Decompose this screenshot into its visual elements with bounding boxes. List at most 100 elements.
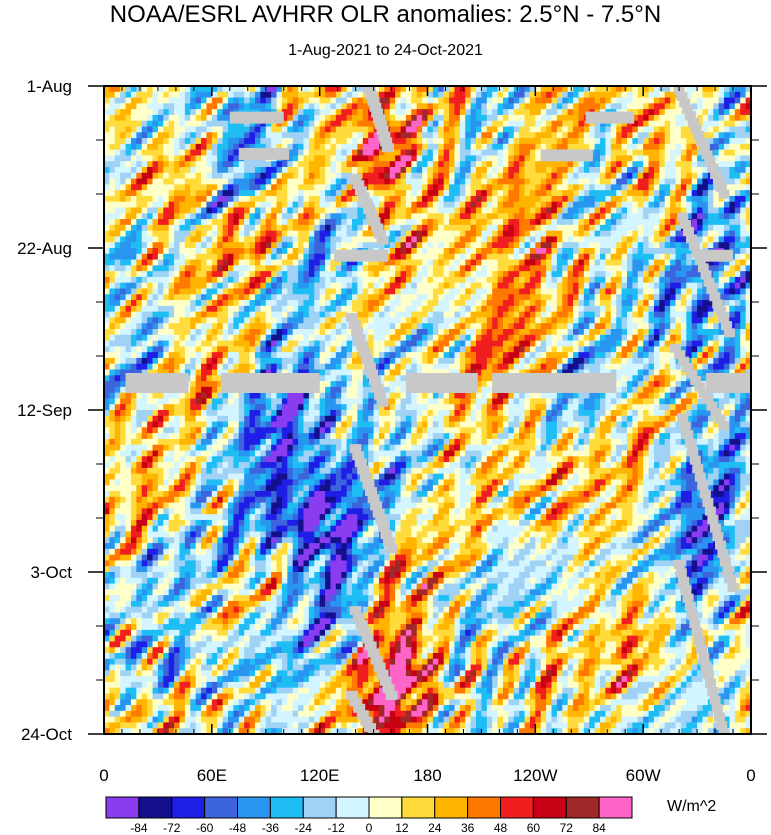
heatmap-cell — [476, 161, 483, 168]
heatmap-cell — [594, 143, 601, 151]
heatmap-cell — [249, 282, 256, 290]
heatmap-cell — [524, 248, 531, 255]
heatmap-cell — [190, 97, 197, 104]
heatmap-cell — [502, 97, 509, 104]
heatmap-cell — [459, 190, 466, 197]
heatmap-cell — [341, 143, 348, 151]
heatmap-cell — [740, 219, 747, 226]
heatmap-cell — [211, 294, 218, 301]
heatmap-cell — [422, 300, 429, 307]
heatmap-cell — [211, 155, 218, 162]
heatmap-cell — [244, 207, 251, 214]
heatmap-cell — [605, 213, 612, 220]
heatmap-cell — [298, 248, 305, 255]
heatmap-cell — [233, 300, 240, 307]
heatmap-cell — [734, 242, 741, 249]
heatmap-cell — [427, 253, 434, 261]
heatmap-cell — [621, 97, 628, 104]
heatmap-cell — [535, 155, 542, 162]
heatmap-cell — [341, 236, 348, 243]
heatmap-cell — [626, 97, 633, 104]
heatmap-cell — [600, 161, 607, 168]
heatmap-cell — [610, 190, 617, 197]
heatmap-cell — [438, 103, 445, 110]
heatmap-cell — [405, 300, 412, 307]
heatmap-cell — [486, 271, 493, 278]
heatmap-cell — [653, 236, 660, 243]
heatmap-cell — [546, 271, 553, 278]
heatmap-cell — [308, 311, 315, 319]
heatmap-cell — [330, 305, 337, 313]
heatmap-cell — [125, 276, 132, 284]
heatmap-cell — [686, 172, 693, 180]
heatmap-cell — [702, 172, 709, 180]
heatmap-cell — [551, 213, 558, 220]
heatmap-cell — [411, 271, 418, 278]
heatmap-cell — [330, 143, 337, 151]
heatmap-cell — [114, 271, 121, 278]
heatmap-cell — [120, 91, 127, 99]
heatmap-cell — [249, 201, 256, 209]
heatmap-cell — [362, 149, 369, 157]
heatmap-cell — [104, 213, 110, 220]
heatmap-cell — [352, 103, 359, 110]
heatmap-cell — [222, 190, 229, 197]
heatmap-cell — [292, 184, 299, 191]
heatmap-cell — [610, 219, 617, 226]
heatmap-cell — [610, 86, 617, 93]
heatmap-cell — [120, 323, 127, 330]
heatmap-cell — [616, 172, 623, 180]
heatmap-cell — [556, 201, 563, 209]
heatmap-cell — [713, 207, 720, 214]
heatmap-cell — [195, 201, 202, 209]
heatmap-cell — [691, 230, 698, 238]
heatmap-cell — [179, 155, 186, 162]
heatmap-cell — [368, 178, 375, 185]
heatmap-cell — [104, 91, 110, 99]
heatmap-cell — [648, 155, 655, 162]
heatmap-cell — [502, 213, 509, 220]
heatmap-cell — [492, 248, 499, 255]
heatmap-cell — [449, 126, 456, 133]
heatmap-cell — [104, 195, 110, 203]
heatmap-cell — [546, 138, 553, 145]
heatmap-cell — [389, 224, 396, 232]
heatmap-cell — [228, 103, 234, 110]
heatmap-cell — [400, 311, 407, 319]
heatmap-cell — [136, 224, 143, 232]
heatmap-cell — [179, 149, 186, 157]
heatmap-cell — [292, 305, 299, 313]
heatmap-cell — [249, 294, 256, 301]
heatmap-cell — [157, 276, 164, 284]
heatmap-cell — [535, 91, 542, 99]
heatmap-cell — [174, 167, 181, 174]
heatmap-cell — [486, 97, 493, 104]
heatmap-cell — [265, 265, 272, 272]
heatmap-cell — [125, 149, 132, 157]
heatmap-cell — [556, 276, 563, 284]
heatmap-cell — [438, 248, 445, 255]
heatmap-cell — [691, 305, 698, 313]
heatmap-cell — [281, 178, 288, 185]
heatmap-cell — [740, 178, 747, 185]
heatmap-cell — [222, 97, 229, 104]
heatmap-cell — [529, 120, 536, 128]
heatmap-cell — [600, 103, 607, 110]
heatmap-cell — [130, 195, 137, 203]
heatmap-cell — [551, 236, 558, 243]
heatmap-cell — [513, 91, 520, 99]
heatmap-cell — [405, 224, 412, 232]
heatmap-cell — [454, 161, 461, 168]
heatmap-cell — [529, 126, 536, 133]
heatmap-cell — [325, 86, 332, 93]
heatmap-cell — [292, 236, 299, 243]
heatmap-cell — [373, 195, 380, 203]
heatmap-cell — [341, 242, 348, 249]
heatmap-cell — [184, 282, 191, 290]
heatmap-cell — [621, 271, 628, 278]
heatmap-cell — [373, 300, 380, 307]
heatmap-cell — [416, 230, 423, 238]
heatmap-cell — [697, 201, 704, 209]
heatmap-cell — [281, 132, 288, 139]
heatmap-cell — [519, 201, 526, 209]
